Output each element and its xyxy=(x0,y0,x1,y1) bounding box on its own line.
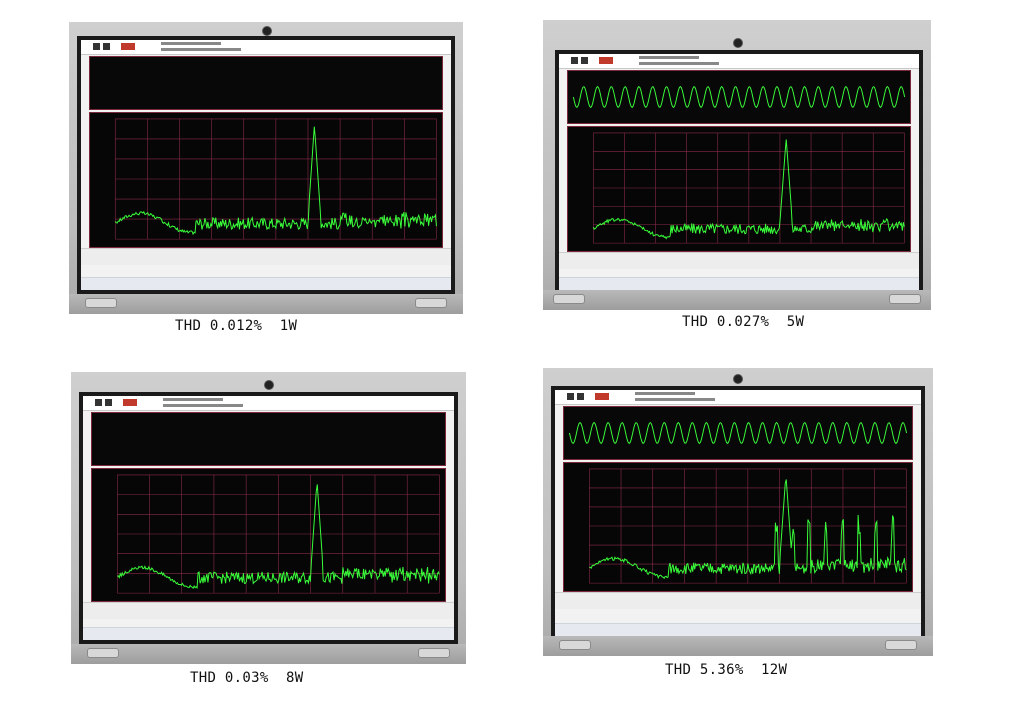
laptop-base xyxy=(71,644,466,664)
webcam-icon xyxy=(262,26,272,36)
caption-panel-1: THD 0.012% 1W xyxy=(175,318,298,334)
control-row xyxy=(559,252,919,269)
laptop-screen xyxy=(555,390,921,636)
spectrum-trace xyxy=(589,479,907,580)
webcam-icon xyxy=(264,380,274,390)
laptop-screen xyxy=(81,40,451,290)
hinge-right xyxy=(889,294,921,304)
laptop-screen xyxy=(83,396,454,640)
windows-taskbar xyxy=(559,277,919,290)
spectrum-trace xyxy=(117,484,440,590)
control-row xyxy=(81,248,451,265)
app-titlebar xyxy=(559,54,919,69)
control-row xyxy=(83,602,454,619)
waveform-trace xyxy=(569,421,907,445)
webcam-icon xyxy=(733,38,743,48)
hinge-right xyxy=(418,648,450,658)
spectrum-view xyxy=(91,468,446,602)
laptop-base xyxy=(69,294,463,314)
spectrum-trace xyxy=(592,139,905,240)
oscilloscope-view xyxy=(563,406,913,460)
caption-panel-4: THD 5.36% 12W xyxy=(665,662,788,678)
photo-panel-4 xyxy=(543,368,933,656)
photo-panel-2 xyxy=(543,20,931,310)
spectrum-trace xyxy=(114,126,437,236)
app-titlebar xyxy=(555,390,921,405)
waveform-trace xyxy=(572,85,906,109)
hinge-right xyxy=(415,298,447,308)
spectrum-plot xyxy=(592,132,905,244)
oscilloscope-view xyxy=(91,412,446,466)
waveform-plot xyxy=(569,421,907,445)
windows-taskbar xyxy=(555,623,921,636)
spectrum-plot xyxy=(116,474,440,594)
app-titlebar xyxy=(81,40,451,55)
waveform-plot xyxy=(572,85,906,109)
windows-taskbar xyxy=(81,277,451,290)
waveform-plot xyxy=(92,413,445,465)
hinge-right xyxy=(885,640,917,650)
photo-panel-1 xyxy=(69,22,463,314)
caption-panel-2: THD 0.027% 5W xyxy=(682,314,805,330)
photo-panel-3 xyxy=(71,372,466,664)
laptop-base xyxy=(543,290,931,310)
laptop-base xyxy=(543,636,933,656)
hinge-left xyxy=(87,648,119,658)
webcam-icon xyxy=(733,374,743,384)
waveform-plot xyxy=(90,57,442,109)
oscilloscope-view xyxy=(567,70,911,124)
caption-panel-3: THD 0.03% 8W xyxy=(190,670,304,686)
spectrum-view xyxy=(563,462,913,592)
spectrum-plot xyxy=(589,468,907,584)
spectrum-view xyxy=(567,126,911,252)
windows-taskbar xyxy=(83,627,454,640)
spectrum-plot xyxy=(114,118,437,240)
oscilloscope-view xyxy=(89,56,443,110)
hinge-left xyxy=(85,298,117,308)
spectrum-view xyxy=(89,112,443,248)
control-row xyxy=(555,592,921,609)
laptop-screen xyxy=(559,54,919,290)
hinge-left xyxy=(559,640,591,650)
app-titlebar xyxy=(83,396,454,411)
hinge-left xyxy=(553,294,585,304)
